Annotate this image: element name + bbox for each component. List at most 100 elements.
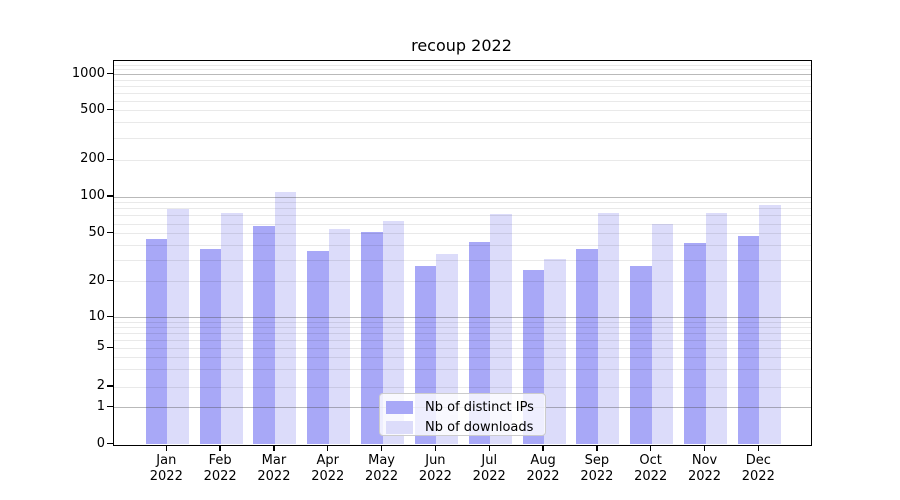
gridline-minor-1200 [114,64,811,66]
gridline-minor-800 [114,85,811,87]
y-tick-label-500: 500 [80,101,105,117]
x-tick-label-feb: Feb 2022 [203,452,237,485]
gridline-minor-300 [114,137,811,139]
gridline-minor-8 [114,327,811,329]
gridline-tickvalue-20 [114,281,811,283]
gridline-tickvalue-5 [114,347,811,349]
gridline-minor-1100 [114,69,811,71]
y-tick-label-100: 100 [80,188,105,203]
x-tick-label-nov: Nov 2022 [687,452,722,485]
gridline-minor-40 [114,244,811,246]
x-tick-label-jul: Jul 2022 [472,452,506,485]
gridline-minor-7 [114,332,811,334]
y-tick-10 [106,316,113,318]
legend-label-distinct-ips: Nb of distinct IPs [425,399,534,415]
legend-label-downloads: Nb of downloads [425,419,534,435]
y-tick-label-50: 50 [88,224,105,240]
x-tick-label-jun: Jun 2022 [418,452,452,485]
y-tick-1000 [106,73,113,75]
y-tick-label-2: 2 [96,378,105,393]
x-tick-apr [327,444,329,451]
x-tick-label-may: May 2022 [365,452,399,485]
y-tick-label-20: 20 [88,272,105,288]
gridline-minor-70 [114,215,811,217]
bar-jan-downloads [167,208,189,445]
x-tick-label-dec: Dec 2022 [741,452,775,485]
y-tick-5 [106,346,113,348]
bar-apr-distinct-ips [307,250,329,445]
y-tick-0 [106,442,113,445]
x-tick-label-mar: Mar 2022 [257,452,291,485]
x-tick-mar [273,444,275,451]
bar-nov-distinct-ips [684,242,706,445]
x-tick-oct [649,444,652,451]
x-tick-jun [434,444,437,451]
y-tick-label-200: 200 [80,151,105,167]
bar-sep-distinct-ips [576,249,598,445]
gridline-minor-4 [114,357,811,359]
gridline-major-1000 [114,74,811,76]
gridline-minor-90 [114,202,811,204]
bar-aug-downloads [544,258,566,445]
x-tick-feb [219,444,221,451]
y-tick-2 [106,385,113,387]
bar-oct-distinct-ips [630,265,652,445]
x-tick-label-jan: Jan 2022 [149,452,183,485]
gridline-major-100 [114,196,811,198]
bar-jul-downloads [490,213,512,445]
x-tick-dec [757,444,759,451]
y-tick-label-5: 5 [96,339,105,355]
gridline-tickvalue-50 [114,233,811,235]
gridline-minor-3 [114,369,811,371]
bar-sep-downloads [597,212,620,445]
bar-feb-downloads [221,212,243,445]
gridline-major-10 [114,317,811,319]
bar-may-downloads [382,221,405,445]
bar-dec-downloads [759,204,781,445]
x-tick-label-apr: Apr 2022 [311,452,345,485]
bar-nov-downloads [705,212,727,445]
bar-may-distinct-ips [361,231,383,445]
gridline-minor-80 [114,208,811,210]
y-tick-1 [106,406,113,408]
x-tick-jul [488,444,490,451]
x-tick-sep [596,444,598,451]
plot-area [113,59,812,446]
x-tick-label-sep: Sep 2022 [580,452,614,485]
x-tick-label-oct: Oct 2022 [634,452,668,485]
y-tick-50 [106,232,113,234]
bar-mar-distinct-ips [253,225,275,445]
bar-mar-downloads [274,191,297,445]
x-tick-jan [165,444,167,451]
grid-layer [114,61,811,445]
gridline-tickvalue-200 [114,159,811,161]
bar-jan-distinct-ips [145,239,168,445]
legend: Nb of distinct IPs Nb of downloads [379,392,546,436]
gridline-minor-30 [114,259,811,261]
gridline-tickvalue-2 [114,386,811,388]
gridline-minor-400 [114,122,811,124]
bar-apr-downloads [328,228,351,445]
x-tick-aug [542,444,544,451]
y-tick-100 [106,195,113,197]
y-tick-label-1: 1 [96,398,105,414]
y-tick-20 [106,280,113,282]
y-tick-500 [106,109,113,111]
gridline-minor-9 [114,321,811,323]
y-tick-label-1000: 1000 [71,65,105,81]
legend-swatch-downloads [386,420,413,434]
bar-feb-distinct-ips [199,249,222,445]
chart-title: recoup 2022 [411,36,512,55]
gridline-minor-600 [114,100,811,102]
gridline-minor-900 [114,79,811,81]
x-tick-nov [703,444,706,451]
gridline-minor-700 [114,92,811,94]
bar-oct-downloads [651,224,674,445]
gridline-tickvalue-500 [114,110,811,112]
legend-swatch-distinct-ips [386,400,413,414]
gridline-minor-6 [114,339,811,341]
y-tick-label-10: 10 [88,308,105,324]
x-tick-may [380,444,383,451]
y-tick-200 [106,158,113,160]
